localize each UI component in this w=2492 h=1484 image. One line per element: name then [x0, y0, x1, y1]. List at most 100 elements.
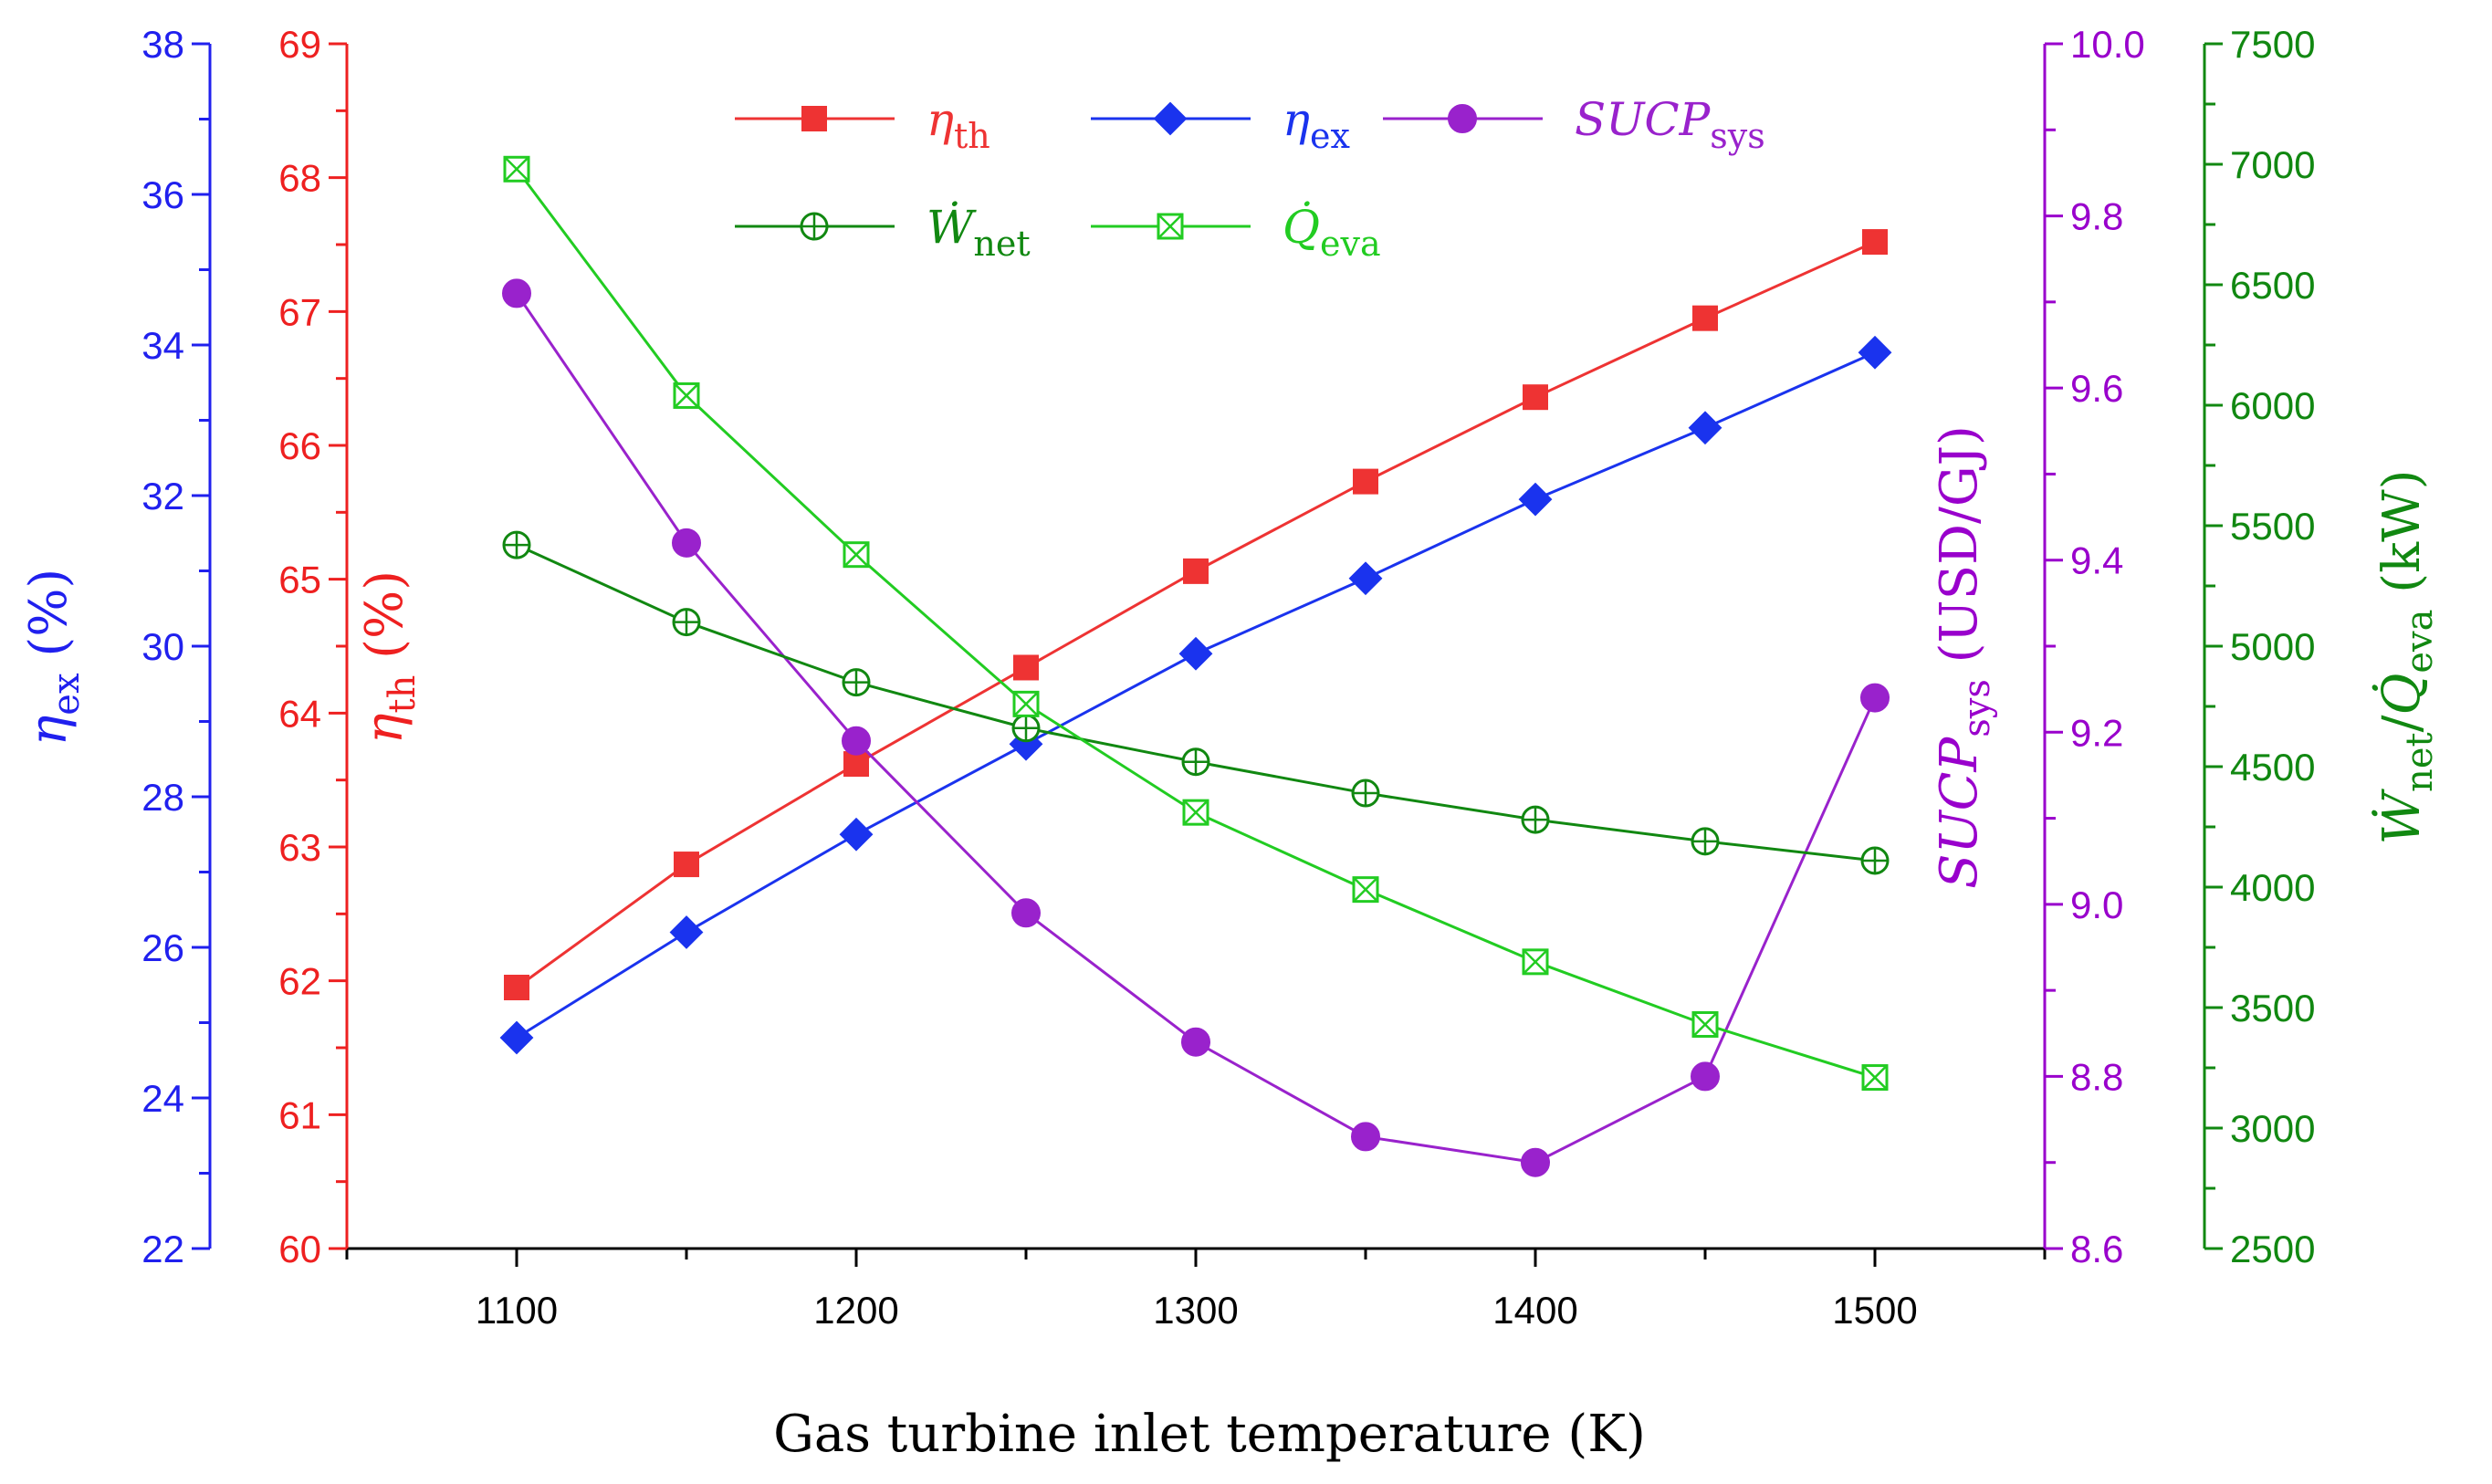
data-point — [1011, 898, 1041, 928]
y-tick-label: 5000 — [2230, 625, 2315, 668]
x-tick-label: 1300 — [1153, 1289, 1238, 1332]
legend-main: SUCP — [1575, 93, 1712, 146]
legend-label: ηth — [927, 93, 990, 156]
data-point — [1351, 779, 1380, 808]
y-tick-label: 4000 — [2230, 866, 2315, 909]
y-tick-label: 6500 — [2230, 264, 2315, 307]
data-point — [499, 1020, 534, 1055]
y-tick-label: 68 — [278, 157, 321, 200]
data-point — [842, 668, 871, 697]
legend-subscript: ex — [1310, 116, 1350, 156]
title-part: Ẇ — [2372, 789, 2432, 845]
y-tick-label: 10.0 — [2070, 23, 2145, 66]
y-tick-label: 9.6 — [2070, 367, 2123, 410]
series-eva — [503, 155, 1889, 1092]
marker-diag-b — [843, 541, 869, 568]
legend-item: Q̇eva — [1091, 200, 1381, 264]
data-point — [672, 528, 701, 558]
y-tick-label: 6000 — [2230, 384, 2315, 427]
series-line — [515, 168, 1876, 1079]
y-tick-label: 3500 — [2230, 987, 2315, 1029]
data-point — [1013, 654, 1039, 681]
y-tick-label: 4500 — [2230, 746, 2315, 789]
y-tick-label: 9.0 — [2070, 883, 2123, 926]
y-tick-label: 9.4 — [2070, 539, 2123, 582]
y-tick-label: 32 — [141, 475, 184, 517]
data-point — [843, 751, 869, 778]
y-tick-label: 9.8 — [2070, 195, 2123, 238]
y-tick-label: 62 — [278, 960, 321, 1003]
y-tick-label: 64 — [278, 692, 321, 735]
marker-diag-b — [1183, 799, 1209, 826]
data-point — [1692, 305, 1718, 331]
data-point — [1012, 690, 1040, 717]
y-tick-label: 69 — [278, 23, 321, 66]
y-tick-label: 24 — [141, 1077, 184, 1120]
y-tick-label: 30 — [141, 625, 184, 668]
title-part: (USD/GJ) — [1930, 425, 1989, 679]
data-point — [842, 726, 871, 756]
data-point — [674, 852, 699, 878]
title-part: (%) — [19, 569, 79, 674]
title-part: SUCP — [1930, 736, 1989, 888]
data-point — [1860, 846, 1890, 875]
data-point — [1183, 558, 1209, 584]
marker-diag-b — [1692, 1011, 1718, 1038]
y-tick-label: 61 — [278, 1093, 321, 1136]
y-tick-label: 36 — [141, 173, 184, 216]
legend-item: SUCPsys — [1383, 93, 1765, 156]
legend-subscript: eva — [1320, 224, 1381, 264]
data-point — [502, 278, 531, 308]
y-tick-label: 38 — [141, 23, 184, 66]
data-point — [1351, 1122, 1380, 1152]
data-point — [1862, 229, 1888, 256]
series-net — [502, 530, 1890, 875]
legend-label: ηex — [1283, 93, 1350, 156]
y-tick-label: 34 — [141, 324, 184, 367]
title-subscript: net — [2399, 732, 2441, 792]
legend-label: Ẇnet — [927, 200, 1031, 264]
data-point — [1521, 805, 1550, 834]
legend-marker — [801, 106, 827, 131]
data-point — [502, 530, 531, 559]
data-point — [1691, 1010, 1719, 1038]
y-tick-label: 65 — [278, 559, 321, 601]
series-eta-ex — [499, 335, 1892, 1055]
legend-subscript: th — [954, 116, 990, 156]
x-tick-label: 1200 — [813, 1289, 898, 1332]
data-point — [1522, 948, 1549, 976]
y-axis-title-text: Ẇnet/Q̇eva (kW) — [2372, 470, 2441, 845]
data-point — [1688, 411, 1722, 445]
data-point — [1860, 683, 1890, 713]
data-point — [1858, 335, 1892, 370]
eta-th-axis-title: ηth (%) — [355, 570, 424, 744]
data-point — [1348, 561, 1383, 596]
legend-marker — [1153, 101, 1188, 136]
y-tick-label: 7500 — [2230, 23, 2315, 66]
data-point — [669, 915, 704, 949]
legend-main: Q̇ — [1283, 200, 1320, 254]
data-point — [504, 975, 529, 1000]
x-tick-label: 1100 — [476, 1289, 558, 1332]
data-point — [1178, 636, 1213, 671]
data-point — [1523, 384, 1548, 411]
legend-label: Q̇eva — [1283, 200, 1381, 264]
title-subscript: ex — [46, 673, 88, 716]
data-point — [672, 608, 701, 637]
title-part: η — [19, 716, 79, 747]
series-line — [516, 350, 1876, 1040]
marker-diag-b — [1353, 876, 1378, 903]
marker-diag-b — [504, 156, 529, 183]
y-axis-title-text: SUCPsys (USD/GJ) — [1930, 425, 1998, 889]
y-tick-label: 8.8 — [2070, 1055, 2123, 1098]
data-point — [503, 155, 530, 183]
x-tick-label: 1500 — [1832, 1289, 1917, 1332]
title-subscript: eva — [2399, 610, 2441, 674]
y-tick-label: 2500 — [2230, 1228, 2315, 1270]
title-part: (%) — [355, 570, 414, 675]
series-line — [516, 240, 1876, 989]
y-tick-label: 7000 — [2230, 143, 2315, 186]
data-point — [839, 817, 874, 852]
